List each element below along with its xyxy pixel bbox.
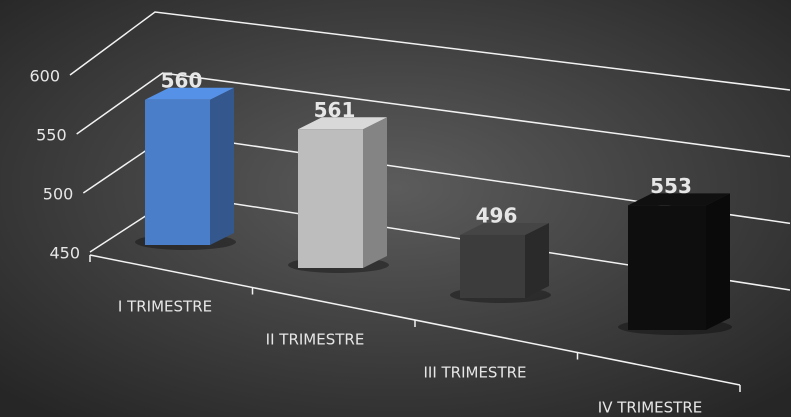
value-label: 553: [650, 174, 692, 198]
x-tick-label: I TRIMESTRE: [118, 298, 212, 316]
y-tick-label: 450: [49, 244, 80, 263]
value-label: 561: [314, 98, 356, 122]
value-label: 496: [476, 203, 518, 227]
grid-line: [69, 11, 791, 91]
y-tick-label: 500: [43, 185, 74, 204]
bar-side: [525, 222, 549, 298]
bar: [628, 205, 706, 330]
grid-line: [76, 72, 791, 158]
bar-top: [460, 222, 549, 235]
bar-side: [363, 117, 387, 268]
value-label: 560: [161, 68, 203, 92]
bar-top: [145, 87, 234, 100]
bar-side: [706, 193, 730, 330]
bar: [460, 234, 525, 298]
y-tick-label: 550: [36, 126, 67, 145]
x-tick-label: II TRIMESTRE: [266, 331, 365, 349]
bar: [298, 129, 363, 268]
bar-top: [298, 117, 387, 130]
bar-side: [210, 87, 234, 245]
x-tick-label: IV TRIMESTRE: [598, 399, 702, 417]
y-tick-label: 600: [29, 67, 60, 86]
bar: [145, 99, 210, 245]
bar-top: [628, 193, 730, 206]
x-tick-label: III TRIMESTRE: [423, 364, 526, 382]
